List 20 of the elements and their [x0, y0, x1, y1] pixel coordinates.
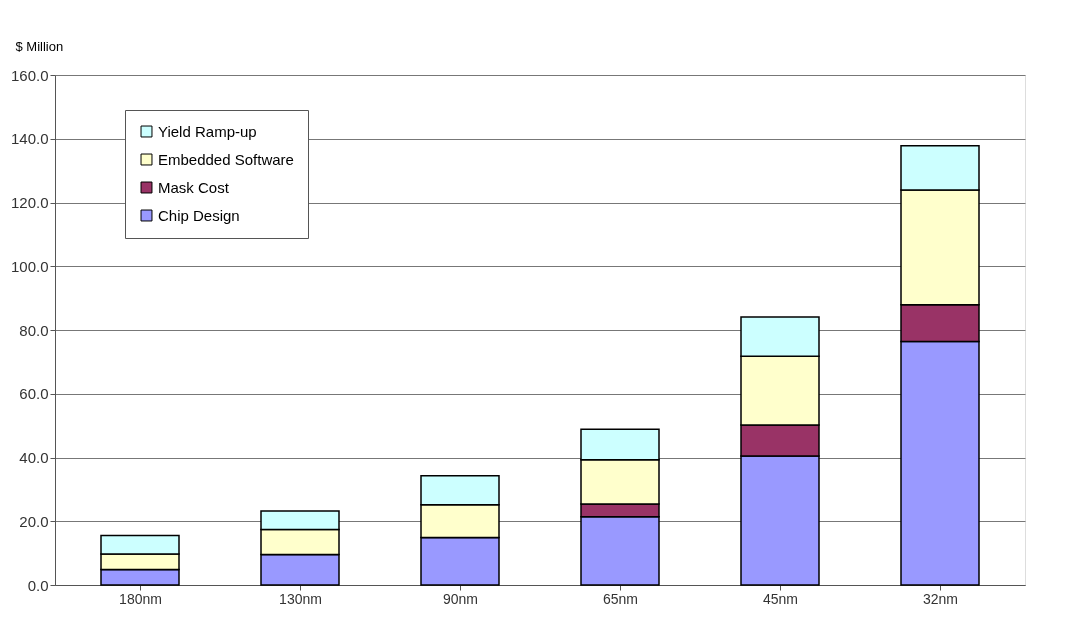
y-tick-label: 40.0 [19, 449, 49, 466]
y-tick-label: 100.0 [10, 257, 49, 275]
y-tick-label: 20.0 [19, 512, 49, 530]
y-tick-label: 80.0 [19, 321, 49, 339]
x-tick-label: 32nm [922, 590, 959, 607]
legend-label: Chip Design [158, 206, 240, 224]
x-tick-label: 130nm [279, 590, 322, 607]
y-tick-label: 160.0 [10, 66, 49, 84]
legend-label: Embedded Software [158, 150, 294, 168]
y-axis-title: $ Million [15, 38, 64, 54]
y-tick-label: 60.0 [19, 385, 49, 403]
y-tick-label: 140.0 [10, 130, 49, 148]
x-tick-label: 65nm [602, 590, 639, 607]
x-tick-label: 90nm [442, 590, 479, 607]
legend-label: Yield Ramp-up [158, 122, 257, 140]
x-tick-label: 180nm [119, 590, 162, 607]
legend-label: Mask Cost [158, 178, 230, 196]
y-tick-label: 0.0 [27, 576, 49, 594]
x-tick-label: 45nm [762, 590, 799, 607]
y-tick-label: 120.0 [10, 194, 49, 211]
